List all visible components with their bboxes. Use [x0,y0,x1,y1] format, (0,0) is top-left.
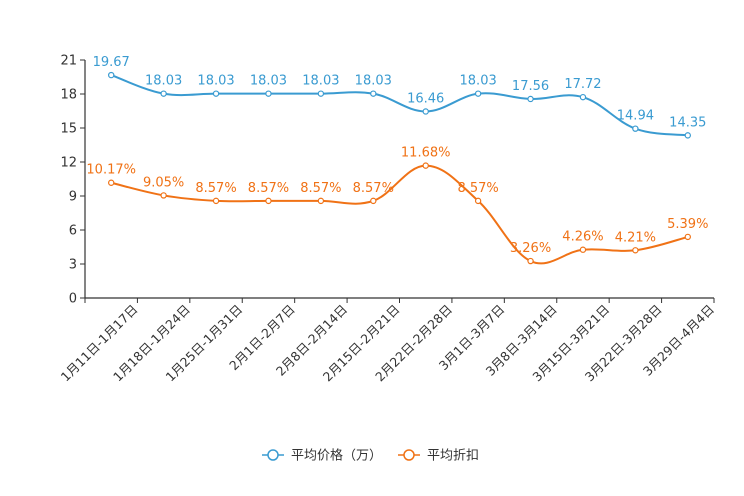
data-label: 18.03 [302,74,339,89]
data-point [527,257,534,265]
data-label: 9.05% [143,175,184,190]
data-point [108,71,115,79]
data-label: 8.57% [353,181,394,196]
data-point [317,197,325,205]
data-point [265,197,272,205]
data-point [370,197,377,205]
data-label: 17.56 [512,79,549,94]
data-label: 11.68% [401,146,451,161]
data-point [579,246,587,253]
y-tick-label: 15 [60,122,77,137]
data-point [422,108,429,115]
y-tick-label: 0 [69,292,77,307]
data-point [632,125,639,132]
legend-swatch-marker [267,449,279,461]
data-point [160,192,167,199]
data-point [370,90,377,97]
data-point [212,90,220,97]
series-points [108,71,691,265]
data-point [212,197,220,205]
data-labels: 19.67 18.03 18.03 18.03 18.03 18.03 16.46 18.03… [86,55,708,256]
data-label: 19.67 [93,55,130,70]
legend-label: 平均价格（万） [291,448,382,464]
series-line-1 [110,74,688,137]
data-point [579,93,587,101]
data-label: 4.26% [562,230,603,245]
data-label: 18.03 [145,74,182,89]
data-point [527,95,534,103]
data-label: 8.57% [195,181,236,196]
legend-label: 平均折扣 [427,449,479,464]
data-label: 4.21% [615,230,656,245]
data-label: 18.03 [460,74,497,89]
data-label: 3.26% [510,241,551,256]
legend-swatch-marker [403,449,415,461]
data-label: 5.39% [667,217,708,232]
data-point [474,197,482,205]
data-point [108,179,115,186]
data-point [317,90,325,97]
data-point [632,247,639,254]
y-tick-label: 18 [60,88,77,103]
data-point [160,90,167,97]
y-tick-label: 3 [69,258,77,273]
data-point [684,233,691,241]
axes: 0369121518211月11日-1月17日1月18日-1月24日1月25日-… [58,54,717,385]
data-label: 16.46 [407,91,444,106]
data-label: 18.03 [250,74,287,89]
data-label: 18.03 [355,74,392,89]
data-label: 8.57% [300,181,341,196]
y-tick-label: 9 [69,190,77,205]
data-point [265,90,272,97]
data-point [422,162,429,169]
data-label: 10.17% [86,163,136,178]
data-label: 17.72 [564,77,601,92]
data-label: 14.94 [617,109,654,124]
data-label: 14.35 [669,115,706,130]
legend: 平均价格（万） 平均折扣 [262,448,479,464]
data-point [684,132,691,139]
data-label: 8.57% [248,181,289,196]
y-tick-label: 12 [60,156,77,171]
data-point [474,90,482,97]
data-label: 18.03 [197,74,234,89]
y-tick-label: 6 [69,224,77,239]
data-label: 8.57% [457,181,498,196]
y-tick-label: 21 [60,54,77,69]
